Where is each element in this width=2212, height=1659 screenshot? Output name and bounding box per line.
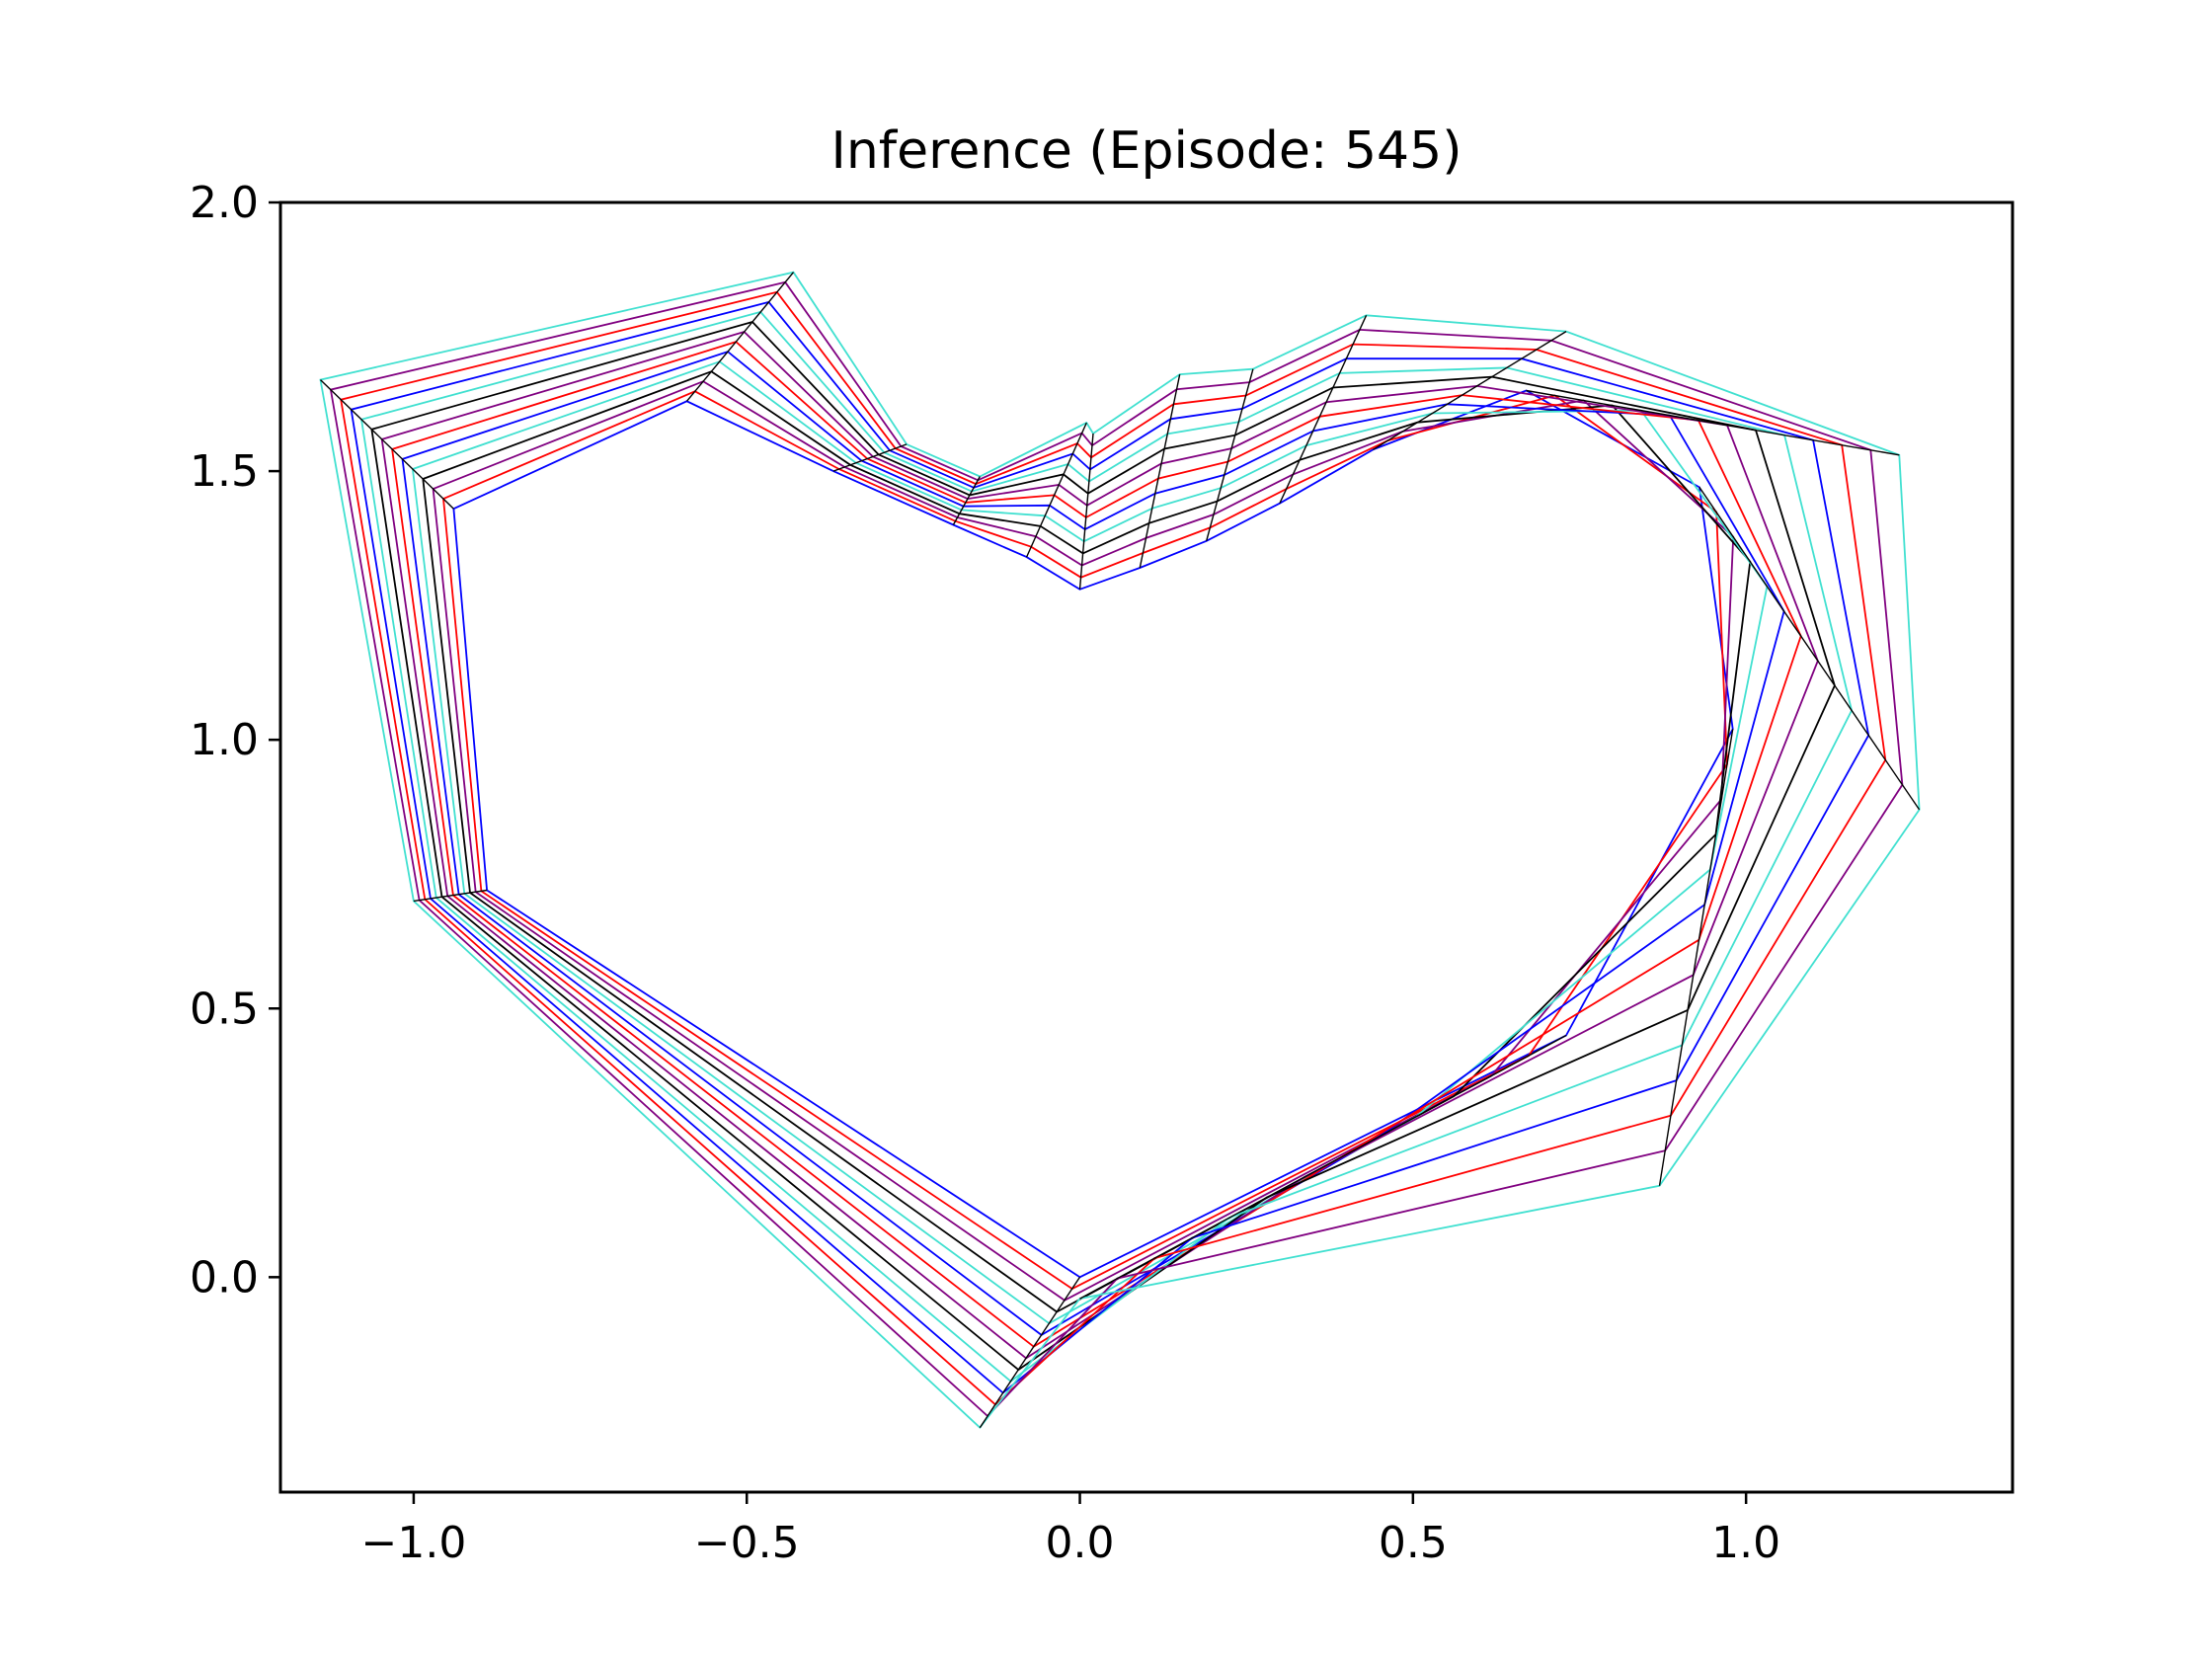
axes-frame [278,200,2014,1494]
x-axis: −1.0 −0.5 0.0 0.5 1.0 [361,1492,1780,1568]
spoke-line [832,443,908,472]
ring-series-1 [452,389,1734,1279]
chart-title: Inference (Episode: 545) [831,121,1462,181]
x-tick-label: 0.0 [1046,1518,1115,1568]
spoke-line [1139,373,1181,569]
spoke-line [320,379,454,510]
ring-series-5 [411,360,1769,1325]
x-tick-label: −1.0 [361,1518,467,1568]
ring-series-7 [391,341,1802,1348]
spoke-line [1373,331,1567,450]
ring-series-11 [350,300,1870,1394]
y-tick-label: 1.0 [190,715,259,765]
x-tick-label: 1.0 [1711,1518,1780,1568]
ring-series-6 [401,351,1785,1336]
y-tick-label: 0.0 [190,1252,259,1303]
plot-area [319,271,1921,1430]
spoke-line [1698,487,1921,811]
spoke-line [1025,422,1087,558]
ring-series-10 [359,310,1854,1382]
spoke-line [1279,315,1368,504]
x-tick-label: −0.5 [694,1518,800,1568]
ring-series-9 [370,320,1836,1372]
spoke-line [1079,1034,1567,1300]
ring-series-12 [340,290,1887,1406]
x-tick-label: 0.5 [1379,1518,1448,1568]
ring-series-3 [432,380,1735,1302]
spoke-line [1078,433,1094,590]
spoke-line [1206,368,1254,541]
spoke-line [413,889,488,903]
y-tick-label: 1.5 [190,446,259,497]
y-axis: 0.0 0.5 1.0 1.5 2.0 [190,178,280,1303]
y-tick-label: 0.5 [190,984,259,1034]
y-tick-label: 2.0 [190,178,259,228]
spoke-line [979,1276,1081,1429]
spoke-line [1658,729,1734,1186]
spoke-line [685,272,795,402]
spoke-line [1526,389,1900,456]
spoke-line [952,476,981,525]
